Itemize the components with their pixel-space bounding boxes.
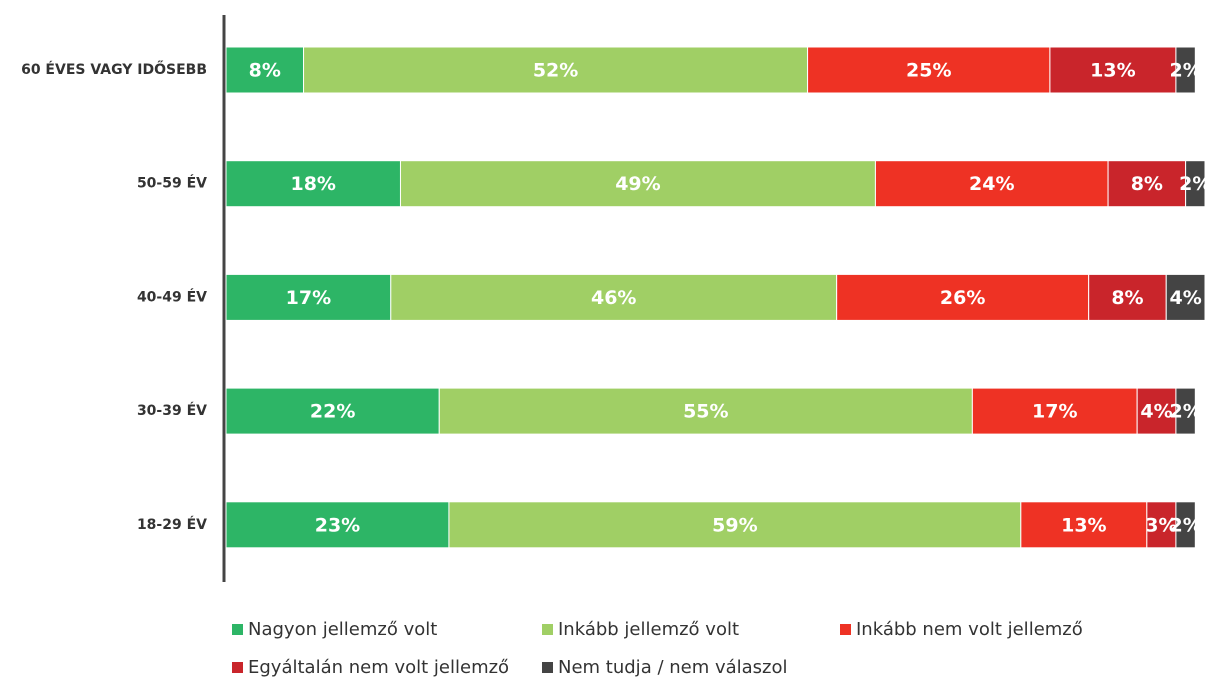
data-label: 2% bbox=[1179, 173, 1207, 195]
bar-segment bbox=[1185, 160, 1206, 208]
legend-label: Nagyon jellemző volt bbox=[248, 619, 437, 640]
bar-segment bbox=[225, 387, 440, 435]
bar-segment bbox=[1088, 273, 1167, 321]
bar-segment bbox=[225, 160, 401, 208]
legend-label: Inkább nem volt jellemző bbox=[856, 619, 1083, 640]
bar-segment bbox=[399, 160, 876, 208]
bar-segment bbox=[1136, 387, 1177, 435]
bar-segment bbox=[1020, 501, 1148, 549]
data-label: 24% bbox=[969, 173, 1014, 195]
data-label: 59% bbox=[712, 514, 757, 536]
data-label: 22% bbox=[310, 401, 355, 423]
bar-segment bbox=[303, 46, 809, 94]
data-label: 49% bbox=[615, 173, 660, 195]
data-label: 55% bbox=[683, 401, 728, 423]
data-label: 13% bbox=[1061, 514, 1106, 536]
data-label: 26% bbox=[940, 287, 985, 309]
legend-label: Egyáltalán nem volt jellemző bbox=[248, 657, 509, 678]
legend-swatch bbox=[232, 624, 243, 635]
category-label: 18-29 ÉV bbox=[137, 516, 207, 533]
data-label: 17% bbox=[286, 287, 331, 309]
legend-swatch bbox=[840, 624, 851, 635]
data-label: 52% bbox=[533, 60, 578, 82]
bar-segment bbox=[971, 387, 1138, 435]
data-label: 3% bbox=[1145, 514, 1177, 536]
bar-segment bbox=[807, 46, 1051, 94]
bar-segment bbox=[225, 273, 392, 321]
legend-label: Inkább jellemző volt bbox=[558, 619, 739, 640]
data-label: 13% bbox=[1090, 60, 1135, 82]
data-label: 25% bbox=[906, 60, 951, 82]
data-label: 8% bbox=[1111, 287, 1143, 309]
bar-segment bbox=[438, 387, 973, 435]
data-label: 2% bbox=[1169, 514, 1201, 536]
bar-segment bbox=[448, 501, 1022, 549]
legend-swatch bbox=[232, 662, 243, 673]
bar-segment bbox=[1165, 273, 1206, 321]
legend-label: Nem tudja / nem válaszol bbox=[558, 657, 788, 678]
category-label: 60 ÉVES VAGY IDŐSEBB bbox=[21, 60, 207, 78]
data-label: 2% bbox=[1169, 60, 1201, 82]
bar-segment bbox=[1175, 46, 1196, 94]
data-label: 46% bbox=[591, 287, 636, 309]
category-label: 30-39 ÉV bbox=[137, 402, 207, 419]
data-label: 8% bbox=[249, 60, 281, 82]
bar-segment bbox=[836, 273, 1090, 321]
category-label: 40-49 ÉV bbox=[137, 288, 207, 305]
data-label: 8% bbox=[1131, 173, 1163, 195]
category-label: 50-59 ÉV bbox=[137, 175, 207, 192]
data-label: 18% bbox=[290, 173, 335, 195]
data-label: 17% bbox=[1032, 401, 1077, 423]
data-label: 4% bbox=[1140, 401, 1172, 423]
legend-swatch bbox=[542, 624, 553, 635]
bar-segment bbox=[1175, 387, 1196, 435]
bar-segment bbox=[1175, 501, 1196, 549]
data-label: 2% bbox=[1169, 401, 1201, 423]
data-label: 4% bbox=[1169, 287, 1201, 309]
legend-swatch bbox=[542, 662, 553, 673]
data-label: 23% bbox=[315, 514, 360, 536]
bar-segment bbox=[225, 501, 450, 549]
bar-segment bbox=[1146, 501, 1177, 549]
